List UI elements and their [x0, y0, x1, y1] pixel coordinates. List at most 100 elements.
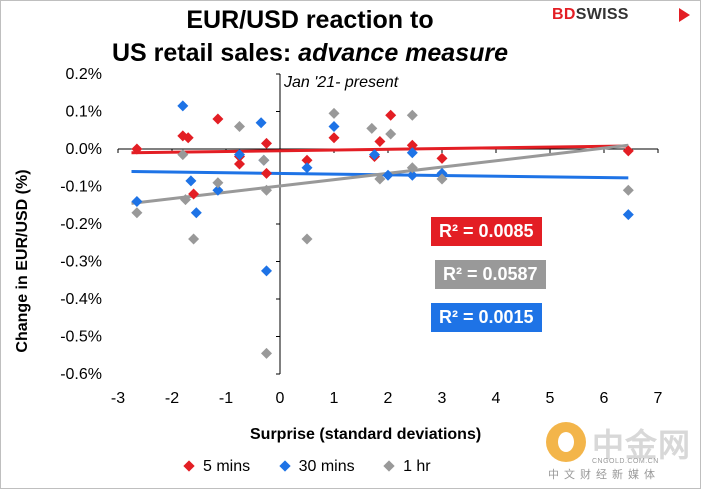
y-tick-label: 0.2% — [66, 66, 102, 83]
point-1-hr — [261, 184, 272, 196]
point-30-mins — [261, 265, 272, 277]
point-1-hr — [180, 194, 191, 206]
title-line-1: EUR/USD reaction to — [186, 6, 434, 34]
point-1-hr — [622, 184, 634, 196]
point-30-mins — [212, 184, 224, 196]
point-5-mins — [385, 109, 397, 121]
chart-legend: 5 mins 30 mins 1 hr — [183, 458, 457, 476]
legend-label-5-mins: 5 mins — [203, 458, 251, 475]
r2-label-1-hr: R² = 0.0587 — [435, 260, 546, 289]
axes-layer: 0.2% 0.1% 0.0% -0.1% -0.2% -0.3% -0.4% -0.5% -0.… — [60, 66, 662, 407]
point-30-mins — [382, 169, 394, 181]
logo-swiss-text: SWISS — [575, 6, 629, 23]
point-5-mins — [622, 145, 634, 157]
title-line-2-plain: US retail sales: — [111, 39, 299, 67]
point-5-mins — [234, 158, 245, 170]
point-1-hr — [366, 122, 378, 134]
x-tick-label: 6 — [600, 390, 609, 407]
title-line-2: US retail sales: advance measure — [95, 37, 525, 70]
x-tick-label: -3 — [111, 390, 125, 407]
point-30-mins — [190, 207, 202, 219]
point-30-mins — [328, 121, 340, 132]
logo-flag-icon — [679, 8, 690, 22]
point-1-hr — [406, 162, 418, 174]
legend-item-1-hr: 1 hr — [383, 458, 431, 476]
watermark-subtitle: 中文财经新媒体 — [548, 469, 660, 481]
point-1-hr — [261, 347, 272, 359]
point-1-hr — [188, 233, 200, 245]
legend-label-1-hr: 1 hr — [403, 458, 431, 475]
x-tick-label: 5 — [546, 390, 555, 407]
point-1-hr — [131, 207, 143, 219]
y-tick-label: 0.0% — [66, 141, 102, 158]
point-30-mins — [234, 149, 245, 161]
bdswiss-logo: BDSWISS — [552, 6, 692, 28]
point-5-mins — [328, 132, 340, 144]
x-tick-label: -1 — [219, 390, 233, 407]
legend-item-30-mins: 30 mins — [278, 458, 355, 476]
point-30-mins — [131, 196, 143, 207]
point-30-mins — [369, 149, 380, 161]
watermark: 中金网 CNGOLD.COM.CN 中文财经新媒体 — [546, 414, 696, 486]
point-5-mins — [406, 139, 418, 151]
point-5-mins — [261, 167, 272, 179]
point-5-mins — [261, 137, 272, 149]
x-tick-label: -2 — [165, 390, 179, 407]
y-tick-label: 0.1% — [66, 104, 102, 121]
title-line-2-italic: advance measure — [298, 39, 509, 67]
y-tick-label: -0.1% — [60, 179, 102, 196]
point-1-hr — [234, 121, 245, 132]
x-tick-label: 3 — [438, 390, 447, 407]
point-1-hr — [212, 177, 224, 189]
y-tick-label: -0.5% — [60, 329, 102, 346]
point-30-mins — [436, 167, 448, 179]
trendline-5-mins — [131, 144, 629, 155]
point-1-hr — [436, 173, 448, 185]
y-tick-label: -0.4% — [60, 291, 102, 308]
point-5-mins — [436, 152, 448, 164]
logo-bd-text: BD — [552, 6, 576, 23]
x-tick-label: 7 — [654, 390, 663, 407]
legend-marker-30-mins — [278, 460, 291, 472]
r2-label-30-mins: R² = 0.0015 — [431, 303, 542, 332]
points-layer — [131, 100, 634, 359]
point-5-mins — [301, 154, 313, 166]
chart-title: EUR/USD reaction to US retail sales: adv… — [95, 4, 525, 70]
point-30-mins — [301, 162, 313, 174]
legend-label-30-mins: 30 mins — [298, 458, 355, 475]
watermark-logo-icon — [546, 422, 586, 462]
point-5-mins — [131, 143, 143, 155]
chart-subtitle: Jan '21- present — [284, 74, 399, 91]
x-tick-label: 1 — [330, 390, 339, 407]
point-1-hr — [385, 128, 397, 140]
point-5-mins — [374, 136, 386, 147]
point-1-hr — [406, 109, 418, 121]
y-tick-label: -0.3% — [60, 254, 102, 271]
y-tick-label: -0.6% — [60, 366, 102, 383]
point-5-mins — [182, 132, 194, 144]
x-tick-label: 4 — [492, 390, 501, 407]
point-1-hr — [301, 233, 313, 245]
point-1-hr — [374, 173, 386, 185]
point-30-mins — [622, 209, 634, 221]
point-30-mins — [185, 175, 197, 187]
x-tick-label: 2 — [384, 390, 393, 407]
y-tick-label: -0.2% — [60, 216, 102, 233]
point-30-mins — [177, 100, 189, 112]
watermark-url: CNGOLD.COM.CN — [592, 458, 659, 465]
point-5-mins — [212, 113, 224, 125]
legend-marker-5-mins — [183, 460, 195, 472]
point-30-mins — [406, 169, 418, 181]
r2-label-5-mins: R² = 0.0085 — [431, 217, 542, 246]
legend-marker-1-hr — [383, 460, 395, 472]
watermark-name: 中金网 — [592, 427, 692, 463]
point-1-hr — [328, 107, 340, 119]
x-tick-label: 0 — [276, 390, 285, 407]
x-axis-label: Surprise (standard deviations) — [250, 426, 482, 443]
point-1-hr — [177, 149, 189, 161]
point-30-mins — [255, 117, 267, 129]
point-30-mins — [406, 147, 418, 159]
point-5-mins — [188, 188, 200, 200]
legend-item-5-mins: 5 mins — [183, 458, 251, 476]
